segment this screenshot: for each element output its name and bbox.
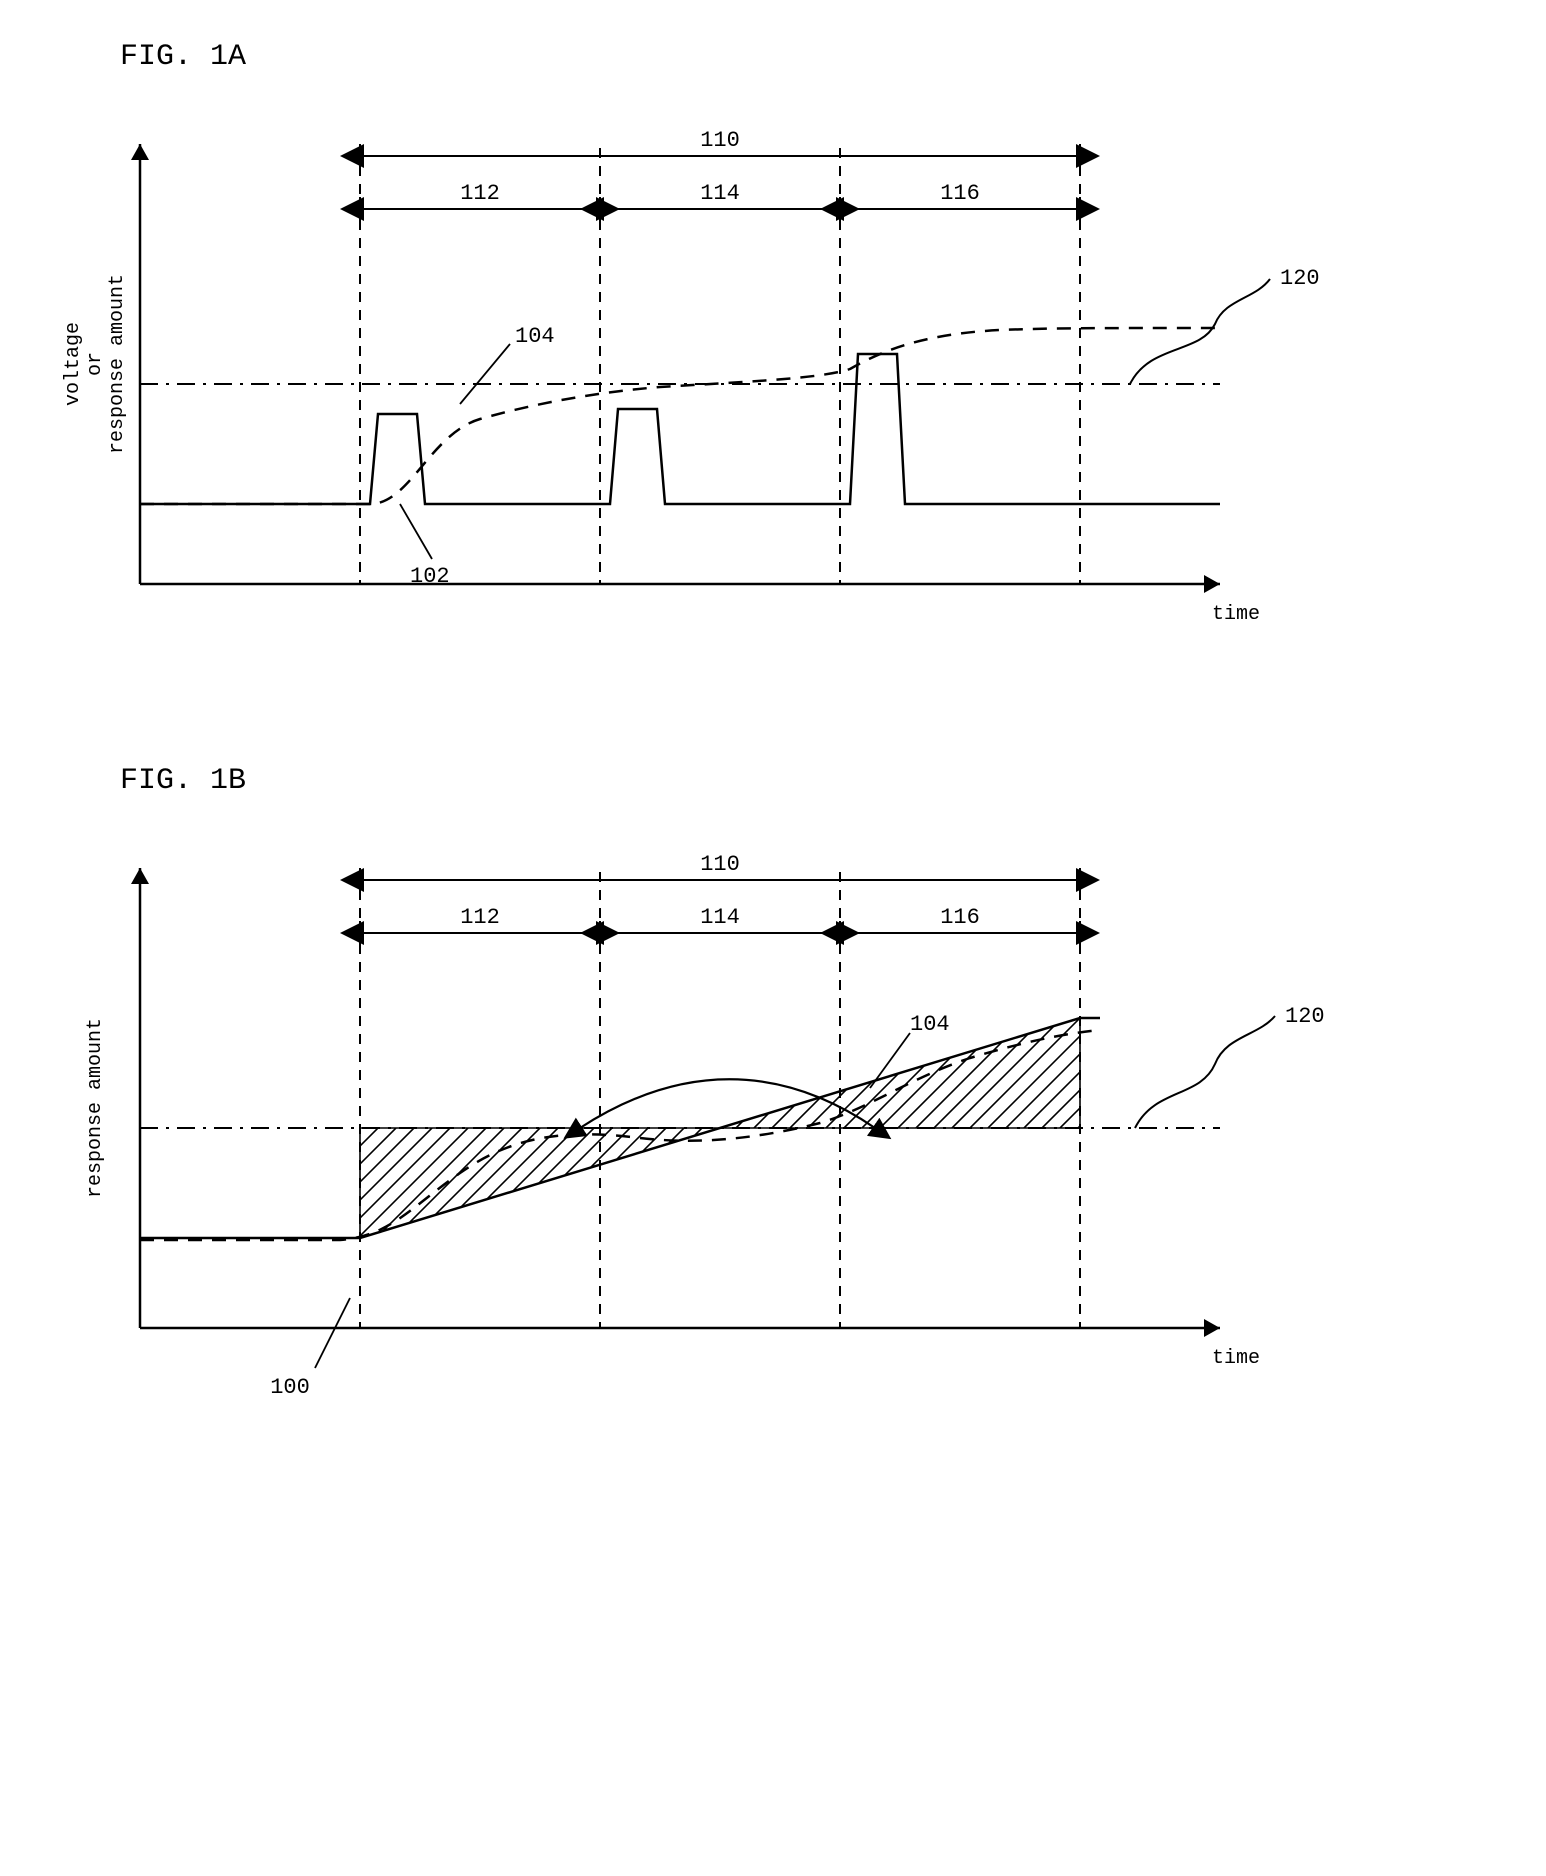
figure-1a: FIG. 1A 110 112 114 116 voltageorresponse am… <box>40 40 1506 684</box>
fig-1b-svg: 110 112 114 116 response amount time 104 100 120 <box>40 808 1400 1438</box>
svg-text:110: 110 <box>700 852 740 877</box>
svg-text:102: 102 <box>410 564 450 589</box>
svg-text:114: 114 <box>700 905 740 930</box>
figure-1b: FIG. 1B 110112114116response amounttime1… <box>40 764 1506 1438</box>
svg-text:voltageorresponse amount: voltageorresponse amount <box>62 274 129 454</box>
svg-text:112: 112 <box>460 905 500 930</box>
svg-text:110: 110 <box>700 128 740 153</box>
svg-text:120: 120 <box>1280 266 1320 291</box>
svg-text:response amount: response amount <box>84 1018 107 1198</box>
svg-text:time: time <box>1212 1347 1260 1370</box>
svg-text:time: time <box>1212 603 1260 626</box>
svg-text:104: 104 <box>515 324 555 349</box>
fig-1b-title: FIG. 1B <box>120 764 1506 798</box>
svg-text:100: 100 <box>270 1375 310 1400</box>
svg-text:116: 116 <box>940 181 980 206</box>
fig-1a-title: FIG. 1A <box>120 40 1506 74</box>
svg-text:112: 112 <box>460 181 500 206</box>
svg-text:120: 120 <box>1285 1004 1325 1029</box>
svg-text:114: 114 <box>700 181 740 206</box>
fig-1a-svg: 110 112 114 116 voltageorresponse amount time… <box>40 84 1400 684</box>
svg-text:104: 104 <box>910 1012 950 1037</box>
svg-text:116: 116 <box>940 905 980 930</box>
